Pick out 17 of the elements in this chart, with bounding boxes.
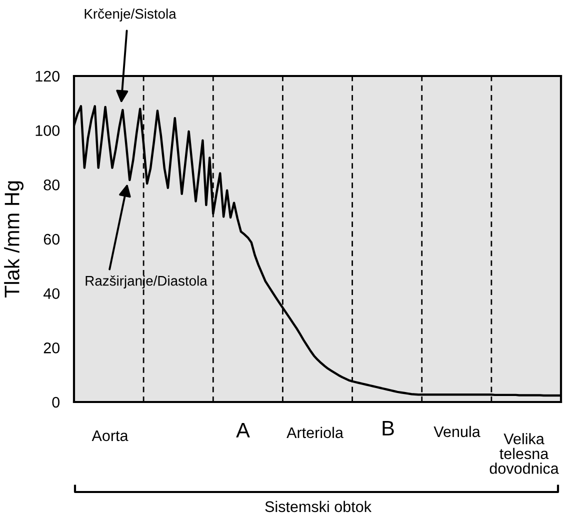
text: B [382, 421, 394, 436]
text: Aorta [92, 430, 128, 442]
y-axis-title: Tlak /mm Hg [4, 181, 24, 298]
y-tick-label: 120 [36, 70, 60, 82]
text: Arteriola [286, 426, 344, 438]
y-tick-label: 40 [43, 288, 60, 300]
text: Sistemski obtok [265, 500, 372, 512]
y-tick-label: 60 [44, 234, 60, 245]
y-tick-label: 20 [44, 342, 60, 354]
y-tick-label: 0 [52, 396, 60, 408]
annotation: Razširjanje/Diastola [86, 276, 208, 288]
text: Krčenje/Sistola [84, 8, 176, 22]
y-tick-label: 80 [44, 180, 60, 190]
y-tick-label: 100 [36, 125, 60, 136]
text: Venula [434, 426, 480, 438]
text: A [236, 423, 250, 438]
text: Velika telesna dovodnica [490, 433, 559, 474]
